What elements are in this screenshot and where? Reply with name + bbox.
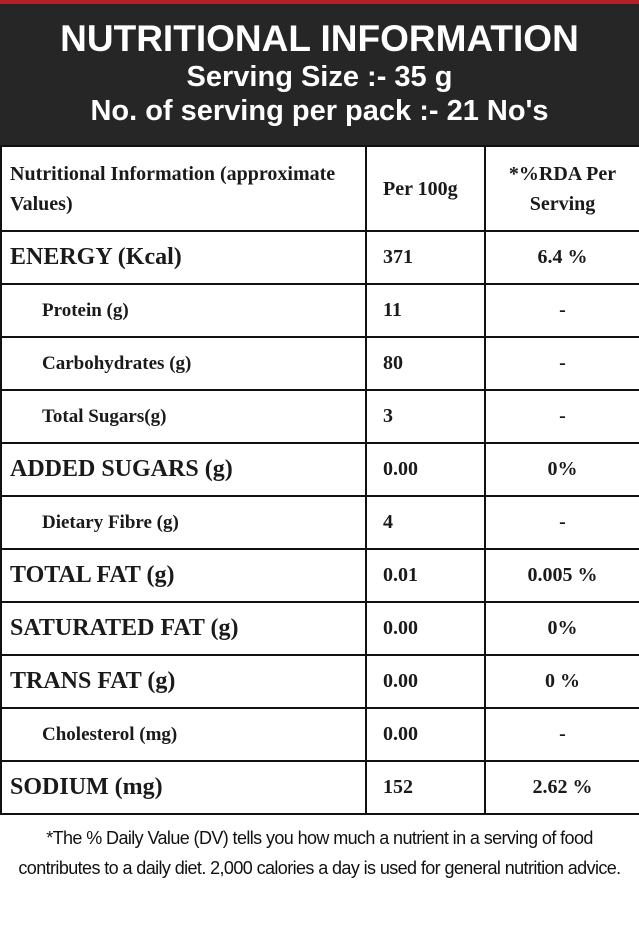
table-body: Nutritional Information (approximate Val…: [0, 145, 639, 815]
nutrient-name: SODIUM (mg): [0, 760, 367, 815]
title: NUTRITIONAL INFORMATION: [60, 18, 579, 59]
nutrient-row: ENERGY (Kcal) 371 6.4 %: [0, 230, 639, 285]
per-100g: 0.00: [365, 442, 486, 497]
nutrient-row: TRANS FAT (g) 0.00 0 %: [0, 654, 639, 709]
column-header: Per 100g: [365, 145, 486, 232]
rda-per-serving: -: [484, 283, 639, 338]
rda-per-serving: 6.4 %: [484, 230, 639, 285]
nutrient-name: Cholesterol (mg): [0, 707, 367, 762]
header: NUTRITIONAL INFORMATION Serving Size :- …: [0, 0, 639, 145]
nutrient-name: TRANS FAT (g): [0, 654, 367, 709]
header-row: Nutritional Information (approximate Val…: [0, 145, 639, 232]
per-100g: 0.00: [365, 601, 486, 656]
rda-per-serving: 0.005 %: [484, 548, 639, 603]
nutrient-row: SATURATED FAT (g) 0.00 0%: [0, 601, 639, 656]
nutrient-row: Carbohydrates (g) 80-: [0, 336, 639, 391]
rda-per-serving: 0%: [484, 601, 639, 656]
serving-size: Serving Size :- 35 g: [186, 61, 453, 93]
nutrient-row: Total Sugars(g) 3-: [0, 389, 639, 444]
per-100g: 11: [365, 283, 486, 338]
nutrient-name: ENERGY (Kcal): [0, 230, 367, 285]
rda-per-serving: 0%: [484, 442, 639, 497]
per-100g: 0.00: [365, 707, 486, 762]
nutrient-name: TOTAL FAT (g): [0, 548, 367, 603]
per-100g: 0.00: [365, 654, 486, 709]
nutrition-table: Nutritional Information (approximate Val…: [0, 145, 639, 815]
nutrient-name: ADDED SUGARS (g): [0, 442, 367, 497]
column-header: Nutritional Information (approximate Val…: [0, 145, 367, 232]
per-100g: 152: [365, 760, 486, 815]
per-100g: 80: [365, 336, 486, 391]
rda-per-serving: 2.62 %: [484, 760, 639, 815]
per-100g: 371: [365, 230, 486, 285]
rda-per-serving: 0 %: [484, 654, 639, 709]
nutrient-row: SODIUM (mg) 152 2.62 %: [0, 760, 639, 815]
rda-per-serving: -: [484, 495, 639, 550]
nutrient-name: Total Sugars(g): [0, 389, 367, 444]
footnote: *The % Daily Value (DV) tells you how mu…: [18, 828, 621, 878]
nutrient-row: ADDED SUGARS (g) 0.00 0%: [0, 442, 639, 497]
rda-per-serving: -: [484, 389, 639, 444]
nutrient-name: Dietary Fibre (g): [0, 495, 367, 550]
servings-per-pack: No. of serving per pack :- 21 No's: [90, 95, 549, 127]
rda-per-serving: -: [484, 336, 639, 391]
nutrient-name: Protein (g): [0, 283, 367, 338]
nutrient-row: Cholesterol (mg) 0.00-: [0, 707, 639, 762]
nutrient-name: Carbohydrates (g): [0, 336, 367, 391]
per-100g: 3: [365, 389, 486, 444]
column-header: *%RDA Per Serving: [484, 145, 639, 232]
nutrient-row: Dietary Fibre (g) 4-: [0, 495, 639, 550]
per-100g: 0.01: [365, 548, 486, 603]
per-100g: 4: [365, 495, 486, 550]
nutrient-row: Protein (g) 11-: [0, 283, 639, 338]
rda-per-serving: -: [484, 707, 639, 762]
nutrient-name: SATURATED FAT (g): [0, 601, 367, 656]
nutrient-row: TOTAL FAT (g) 0.01 0.005 %: [0, 548, 639, 603]
